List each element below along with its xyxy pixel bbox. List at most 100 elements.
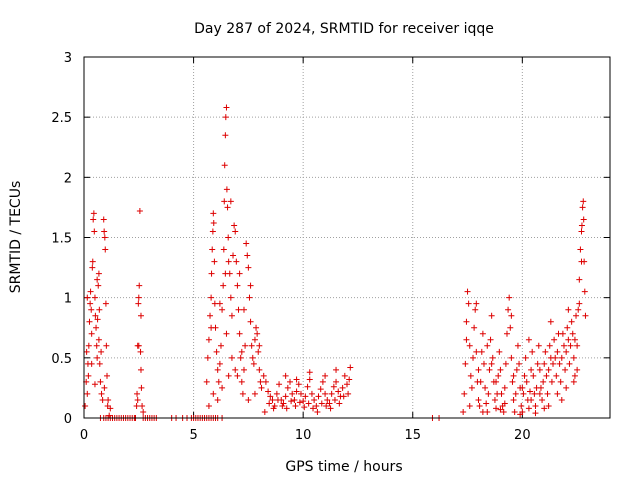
- data-point: [209, 246, 216, 253]
- data-point: [570, 378, 577, 385]
- data-point: [205, 336, 212, 343]
- data-point: [489, 354, 496, 361]
- data-point: [138, 384, 145, 391]
- data-point: [94, 354, 101, 361]
- data-point: [508, 312, 515, 319]
- data-point: [104, 372, 111, 379]
- data-point: [563, 348, 570, 355]
- data-point: [546, 342, 553, 349]
- data-point: [270, 405, 277, 412]
- data-point: [234, 282, 241, 289]
- data-point: [575, 306, 582, 313]
- data-point: [301, 404, 308, 411]
- data-point: [322, 390, 329, 397]
- data-point: [563, 384, 570, 391]
- data-point: [574, 342, 581, 349]
- data-point: [293, 388, 300, 395]
- data-point: [335, 388, 342, 395]
- data-point: [470, 354, 477, 361]
- data-point: [276, 381, 283, 388]
- data-point: [233, 258, 240, 265]
- data-point: [569, 330, 576, 337]
- data-point: [295, 381, 302, 388]
- data-point: [88, 306, 95, 313]
- data-point: [477, 378, 484, 385]
- data-point: [237, 354, 244, 361]
- data-point: [520, 390, 527, 397]
- data-point: [344, 381, 350, 388]
- data-point: [570, 354, 577, 361]
- data-point: [510, 372, 517, 379]
- data-point: [88, 360, 95, 367]
- data-point: [333, 366, 340, 373]
- data-point: [525, 336, 532, 343]
- data-point: [92, 312, 99, 319]
- x-tick-label: 5: [189, 428, 197, 443]
- data-point: [540, 378, 547, 385]
- data-point: [330, 383, 337, 390]
- data-point: [255, 348, 262, 355]
- data-point: [269, 396, 276, 403]
- data-point: [95, 270, 102, 277]
- data-point: [204, 354, 211, 361]
- data-point: [210, 220, 217, 227]
- data-point: [95, 336, 102, 343]
- data-point: [258, 384, 265, 391]
- data-point: [475, 396, 482, 403]
- data-point: [554, 348, 561, 355]
- data-point: [91, 294, 98, 301]
- data-point: [211, 300, 218, 307]
- y-tick-label: 3: [64, 51, 72, 66]
- data-point: [580, 216, 587, 223]
- data-point: [216, 300, 223, 307]
- data-point: [500, 408, 507, 415]
- plot-border: [83, 56, 611, 419]
- data-point: [480, 360, 487, 367]
- data-point: [83, 348, 90, 355]
- data-point: [227, 198, 234, 205]
- data-point: [517, 411, 524, 418]
- data-point: [577, 246, 584, 253]
- data-point: [476, 402, 483, 409]
- data-point: [324, 396, 331, 403]
- data-point: [96, 360, 103, 367]
- data-point: [473, 348, 480, 355]
- data-point: [98, 390, 105, 397]
- data-point: [491, 396, 498, 403]
- data-point: [513, 366, 520, 373]
- data-point: [468, 384, 475, 391]
- data-point: [475, 366, 482, 373]
- data-point: [208, 324, 215, 331]
- data-point: [210, 210, 217, 217]
- data-point: [245, 396, 252, 403]
- data-point: [547, 318, 554, 325]
- data-point: [567, 342, 574, 349]
- data-point: [209, 228, 216, 235]
- data-point: [133, 402, 140, 409]
- data-point: [219, 384, 226, 391]
- x-tick-label: 10: [295, 428, 312, 443]
- data-point: [541, 405, 548, 412]
- data-point: [528, 396, 535, 403]
- data-point: [228, 354, 235, 361]
- data-point: [536, 366, 543, 373]
- data-point: [240, 306, 247, 313]
- data-point: [239, 390, 246, 397]
- data-point: [487, 336, 494, 343]
- data-point: [140, 408, 147, 415]
- data-point: [464, 288, 471, 295]
- data-point: [249, 354, 256, 361]
- data-point: [571, 372, 578, 379]
- data-point: [328, 390, 335, 397]
- data-point: [493, 378, 500, 385]
- data-point: [472, 306, 479, 313]
- data-point: [302, 393, 309, 400]
- data-point: [479, 408, 486, 415]
- data-point: [306, 376, 313, 383]
- data-point: [554, 390, 561, 397]
- data-point: [516, 360, 523, 367]
- data-point: [505, 306, 512, 313]
- grid: [84, 57, 610, 418]
- data-point: [534, 360, 541, 367]
- data-point: [236, 330, 243, 337]
